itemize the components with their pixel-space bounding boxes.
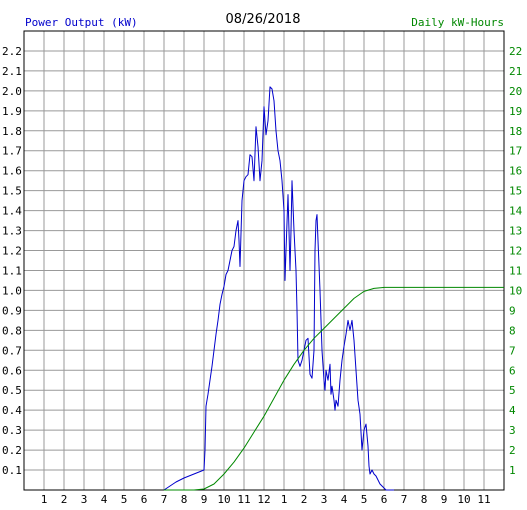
right-tick-label: 16 [509, 165, 522, 178]
left-tick-label: 0.5 [2, 384, 22, 397]
right-axis-title: Daily kW-Hours [411, 16, 504, 29]
x-tick-label: 2 [301, 493, 308, 506]
left-tick-label: 1.4 [2, 205, 22, 218]
left-tick-label: 1.7 [2, 145, 22, 158]
x-tick-label: 9 [441, 493, 448, 506]
right-tick-label: 18 [509, 125, 522, 138]
left-axis-title: Power Output (kW) [25, 16, 138, 29]
right-tick-label: 3 [509, 424, 516, 437]
plot-frame [23, 30, 505, 491]
right-tick-label: 5 [509, 384, 516, 397]
left-tick-label: 0.2 [2, 444, 22, 457]
right-tick-label: 4 [509, 404, 516, 417]
x-tick-label: 3 [81, 493, 88, 506]
left-tick-label: 2.0 [2, 85, 22, 98]
x-tick-label: 8 [181, 493, 188, 506]
left-tick-label: 0.9 [2, 304, 22, 317]
x-tick-label: 1 [281, 493, 288, 506]
x-tick-label: 3 [321, 493, 328, 506]
x-tick-label: 10 [217, 493, 230, 506]
right-tick-label: 17 [509, 145, 522, 158]
left-tick-label: 0.7 [2, 344, 22, 357]
right-tick-label: 9 [509, 304, 516, 317]
x-tick-label: 11 [477, 493, 490, 506]
daily-energy-line [164, 286, 504, 491]
chart-title: 08/26/2018 [226, 12, 301, 27]
left-tick-label: 1.0 [2, 284, 22, 297]
left-tick-label: 0.4 [2, 404, 22, 417]
left-tick-label: 1.8 [2, 125, 22, 138]
x-tick-label: 7 [401, 493, 408, 506]
right-tick-label: 14 [509, 205, 523, 218]
left-tick-label: 1.2 [2, 245, 22, 258]
x-tick-label: 4 [101, 493, 108, 506]
x-tick-label: 12 [257, 493, 270, 506]
grid [24, 31, 504, 490]
right-tick-label: 21 [509, 65, 522, 78]
left-tick-label: 1.5 [2, 185, 22, 198]
left-tick-label: 1.9 [2, 105, 22, 118]
right-tick-label: 20 [509, 85, 522, 98]
right-tick-label: 6 [509, 364, 516, 377]
x-tick-label: 5 [121, 493, 128, 506]
left-tick-label: 2.1 [2, 65, 22, 78]
series-group [163, 86, 504, 491]
right-tick-label: 22 [509, 45, 522, 58]
right-tick-label: 1 [509, 464, 516, 477]
right-tick-label: 8 [509, 324, 516, 337]
right-tick-label: 19 [509, 105, 522, 118]
power-output-line [163, 86, 394, 491]
x-tick-label: 7 [161, 493, 168, 506]
left-tick-label: 1.3 [2, 225, 22, 238]
x-tick-label: 6 [141, 493, 148, 506]
left-tick-label: 0.6 [2, 364, 22, 377]
right-tick-label: 10 [509, 284, 522, 297]
x-tick-label: 9 [201, 493, 208, 506]
right-tick-label: 15 [509, 185, 522, 198]
left-tick-label: 1.1 [2, 264, 22, 277]
right-tick-label: 13 [509, 225, 522, 238]
left-tick-label: 0.8 [2, 324, 22, 337]
left-tick-label: 1.6 [2, 165, 22, 178]
x-tick-label: 10 [457, 493, 470, 506]
x-tick-label: 8 [421, 493, 428, 506]
right-tick-label: 2 [509, 444, 516, 457]
x-tick-label: 2 [61, 493, 68, 506]
x-tick-label: 1 [41, 493, 48, 506]
right-tick-label: 7 [509, 344, 516, 357]
x-tick-label: 11 [237, 493, 250, 506]
left-tick-label: 2.2 [2, 45, 22, 58]
x-tick-label: 6 [381, 493, 388, 506]
left-tick-label: 0.3 [2, 424, 22, 437]
left-tick-label: 0.1 [2, 464, 22, 477]
left-axis-ticks: 0.1 0.2 0.3 0.4 0.5 0.6 0.7 0.8 0.9 1.0 1.1 1.2 1.3 1… [2, 45, 22, 477]
x-tick-label: 5 [361, 493, 368, 506]
x-axis-ticks: 1 2 3 4 5 6 7 8 9 10 11 12 1 2 3 4 5 6 7 8 9 10 11 [41, 493, 491, 506]
x-tick-label: 4 [341, 493, 348, 506]
right-tick-label: 12 [509, 245, 522, 258]
right-tick-label: 11 [509, 264, 522, 277]
